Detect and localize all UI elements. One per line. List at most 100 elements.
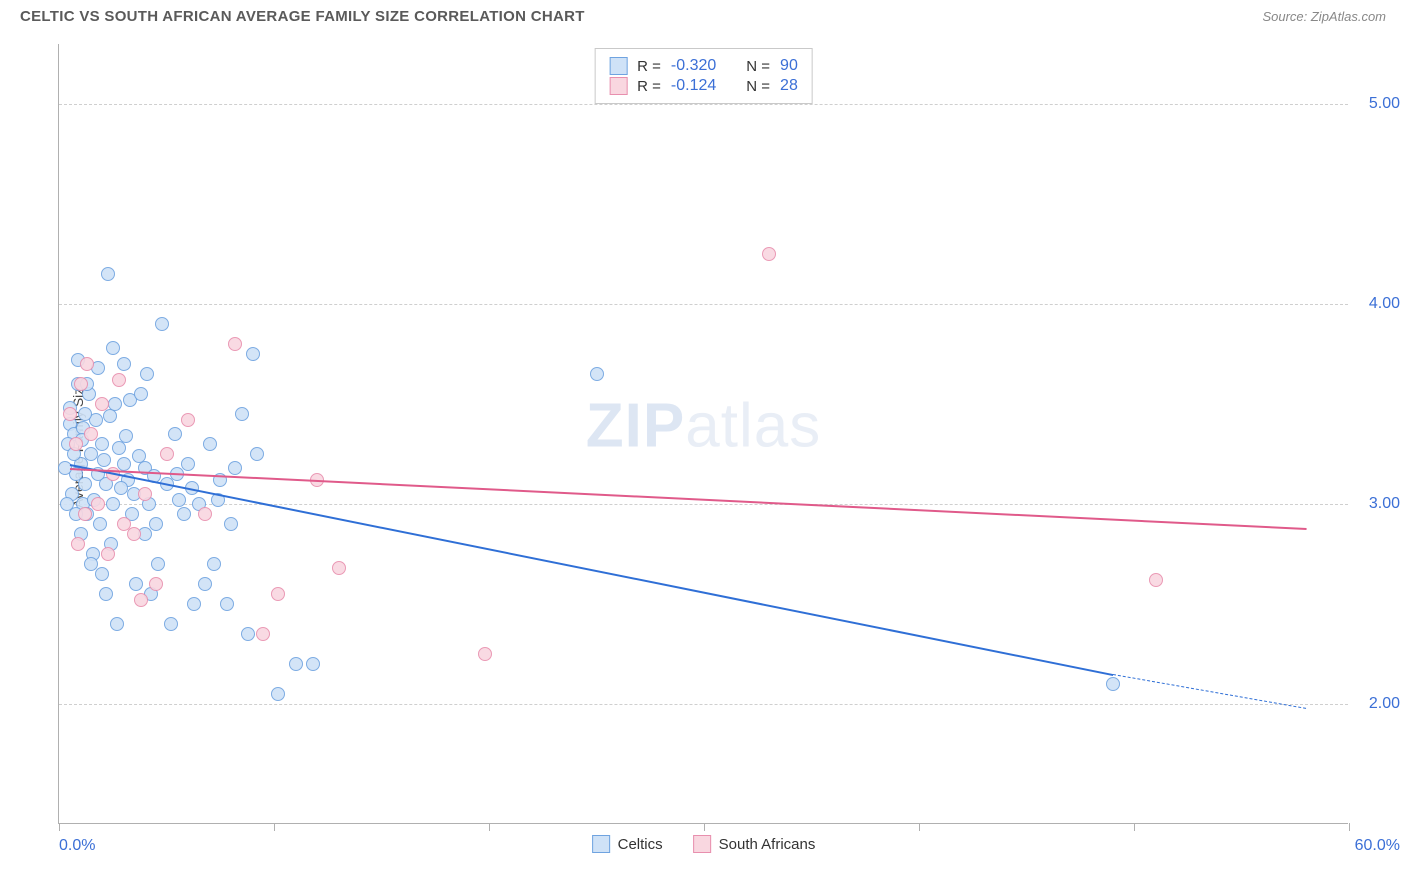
data-point [97, 453, 111, 467]
legend-r-value: -0.320 [671, 57, 716, 75]
data-point [181, 413, 195, 427]
data-point [93, 517, 107, 531]
x-tick [704, 823, 705, 831]
data-point [306, 657, 320, 671]
data-point [172, 493, 186, 507]
data-point [168, 427, 182, 441]
data-point [151, 557, 165, 571]
trend-line [70, 468, 1306, 530]
data-point [71, 537, 85, 551]
y-tick-label: 2.00 [1369, 695, 1400, 713]
data-point [271, 587, 285, 601]
data-point [99, 587, 113, 601]
x-tick [274, 823, 275, 831]
data-point [332, 561, 346, 575]
gridline [59, 704, 1348, 705]
data-point [241, 627, 255, 641]
x-axis-min-label: 0.0% [59, 837, 95, 855]
data-point [198, 507, 212, 521]
data-point [762, 247, 776, 261]
data-point [207, 557, 221, 571]
data-point [127, 527, 141, 541]
x-tick [489, 823, 490, 831]
data-point [132, 449, 146, 463]
data-point [289, 657, 303, 671]
x-tick [59, 823, 60, 831]
data-point [84, 447, 98, 461]
legend-n-value: 28 [780, 77, 798, 95]
series-legend-item: Celtics [592, 835, 663, 853]
data-point [1106, 677, 1120, 691]
data-point [101, 547, 115, 561]
data-point [256, 627, 270, 641]
data-point [246, 347, 260, 361]
data-point [149, 517, 163, 531]
series-legend-label: Celtics [618, 836, 663, 853]
x-tick [1349, 823, 1350, 831]
data-point [117, 357, 131, 371]
x-tick [1134, 823, 1135, 831]
legend-swatch [693, 835, 711, 853]
data-point [60, 497, 74, 511]
legend-r-value: -0.124 [671, 77, 716, 95]
data-point [177, 507, 191, 521]
data-point [95, 567, 109, 581]
series-legend-item: South Africans [693, 835, 816, 853]
data-point [187, 597, 201, 611]
legend-row: R =-0.320N =90 [609, 57, 798, 75]
data-point [63, 407, 77, 421]
data-point [95, 397, 109, 411]
source-label: Source: ZipAtlas.com [1262, 9, 1386, 24]
data-point [134, 593, 148, 607]
data-point [74, 377, 88, 391]
chart-title: CELTIC VS SOUTH AFRICAN AVERAGE FAMILY S… [20, 8, 585, 25]
data-point [224, 517, 238, 531]
data-point [140, 367, 154, 381]
data-point [80, 357, 94, 371]
data-point [149, 577, 163, 591]
data-point [198, 577, 212, 591]
watermark: ZIPatlas [586, 390, 821, 461]
data-point [119, 429, 133, 443]
legend-n-value: 90 [780, 57, 798, 75]
data-point [590, 367, 604, 381]
x-axis-max-label: 60.0% [1355, 837, 1400, 855]
gridline [59, 304, 1348, 305]
data-point [155, 317, 169, 331]
data-point [84, 557, 98, 571]
data-point [160, 447, 174, 461]
chart-container: Average Family Size ZIPatlas R =-0.320N … [48, 44, 1388, 844]
data-point [78, 407, 92, 421]
legend-n-label: N = [746, 58, 770, 75]
data-point [228, 461, 242, 475]
series-legend-label: South Africans [719, 836, 816, 853]
data-point [106, 341, 120, 355]
legend-n-label: N = [746, 78, 770, 95]
legend-swatch [592, 835, 610, 853]
data-point [112, 441, 126, 455]
gridline [59, 504, 1348, 505]
data-point [112, 373, 126, 387]
data-point [95, 437, 109, 451]
data-point [103, 409, 117, 423]
data-point [478, 647, 492, 661]
y-tick-label: 5.00 [1369, 95, 1400, 113]
data-point [91, 497, 105, 511]
data-point [271, 687, 285, 701]
trend-line [70, 464, 1113, 676]
data-point [114, 481, 128, 495]
data-point [134, 387, 148, 401]
data-point [117, 457, 131, 471]
y-tick-label: 3.00 [1369, 495, 1400, 513]
data-point [78, 507, 92, 521]
data-point [106, 497, 120, 511]
legend-row: R = -0.124 N = 28 [609, 77, 798, 95]
data-point [1149, 573, 1163, 587]
y-tick-label: 4.00 [1369, 295, 1400, 313]
data-point [235, 407, 249, 421]
x-tick [919, 823, 920, 831]
data-point [110, 617, 124, 631]
data-point [220, 597, 234, 611]
gridline [59, 104, 1348, 105]
legend-r-label: R = [637, 78, 661, 95]
